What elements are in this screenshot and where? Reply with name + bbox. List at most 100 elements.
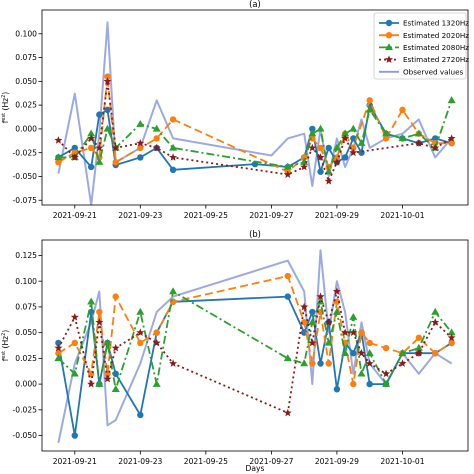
- y-tick-label: 0.025: [15, 354, 37, 363]
- data-point-3: [95, 318, 104, 326]
- data-point-2: [169, 143, 178, 151]
- data-point-2: [54, 354, 63, 362]
- y-axis-label: fest (Hz2): [1, 92, 10, 124]
- data-point-2: [136, 119, 145, 127]
- data-point-3: [414, 349, 423, 357]
- data-point-2: [357, 138, 366, 146]
- data-point-1: [448, 139, 455, 147]
- data-point-3: [316, 153, 325, 161]
- data-point-2: [136, 307, 145, 315]
- data-point-3: [111, 343, 120, 352]
- data-point-2: [283, 162, 292, 170]
- data-point-0: [284, 293, 291, 300]
- data-point-3: [87, 379, 96, 388]
- data-point-3: [365, 359, 374, 367]
- data-point-2: [365, 105, 374, 113]
- x-tick-label: 2021-09-25: [184, 457, 228, 466]
- data-point-0: [366, 380, 373, 388]
- data-point-2: [398, 134, 407, 142]
- series-line-3: [57, 290, 453, 414]
- y-tick-label: 0.025: [15, 101, 37, 110]
- data-point-2: [300, 157, 309, 165]
- data-point-1: [55, 158, 62, 166]
- data-point-2: [95, 379, 104, 387]
- y-tick-label: 0.000: [15, 380, 37, 389]
- x-tick-label: 2021-09-21: [53, 457, 97, 466]
- data-point-3: [316, 292, 325, 300]
- data-point-3: [136, 328, 145, 336]
- data-point-3: [414, 139, 423, 147]
- data-point-3: [332, 158, 341, 166]
- data-point-0: [104, 106, 111, 114]
- data-point-3: [87, 134, 96, 142]
- data-point-1: [309, 360, 316, 367]
- data-point-2: [414, 129, 423, 137]
- x-tick-label: 2021-10-01: [380, 211, 424, 220]
- data-point-2: [95, 157, 104, 165]
- data-point-3: [283, 170, 292, 178]
- axes-frame: [41, 239, 469, 452]
- legend-swatch-marker: [385, 55, 393, 63]
- y-tick-label: -0.075: [13, 196, 38, 205]
- y-tick-label: -0.025: [13, 148, 38, 157]
- data-point-2: [324, 338, 333, 346]
- data-point-1: [87, 144, 95, 152]
- data-point-2: [308, 318, 317, 326]
- data-point-3: [341, 134, 350, 142]
- x-tick-label: 2021-10-01: [380, 457, 424, 466]
- series-line-1: [57, 75, 452, 173]
- data-point-3: [300, 302, 309, 311]
- data-point-3: [357, 349, 366, 357]
- data-point-2: [308, 129, 317, 137]
- data-point-1: [366, 339, 373, 347]
- data-point-0: [137, 411, 144, 419]
- data-point-1: [366, 97, 373, 104]
- data-point-2: [54, 153, 63, 161]
- data-point-2: [283, 354, 292, 362]
- data-point-3: [169, 153, 178, 161]
- y-tick-label: -0.025: [13, 405, 38, 414]
- x-tick-label: 2021-09-25: [184, 211, 228, 220]
- data-point-0: [96, 111, 103, 118]
- data-point-0: [71, 144, 78, 152]
- x-tick-label: 2021-09-29: [315, 211, 359, 220]
- legend-label: Estimated 1320Hz: [403, 19, 469, 28]
- data-point-0: [71, 432, 78, 439]
- y-axis-label: fest (Hz2): [1, 330, 10, 362]
- data-point-3: [332, 287, 341, 295]
- data-point-2: [431, 307, 440, 315]
- x-tick-label: 2021-09-21: [53, 211, 97, 220]
- y-tick-label: 0.125: [15, 251, 37, 260]
- data-point-2: [382, 129, 391, 137]
- series-line-3: [57, 80, 453, 183]
- data-point-2: [398, 349, 407, 356]
- axes-frame: [41, 9, 469, 206]
- y-tick-label: 0.100: [15, 277, 37, 286]
- data-point-2: [414, 343, 423, 351]
- data-point-3: [136, 139, 145, 147]
- series-line-2: [57, 290, 453, 391]
- data-point-3: [447, 134, 456, 142]
- data-point-0: [317, 168, 324, 175]
- data-point-2: [349, 124, 358, 132]
- data-point-2: [332, 307, 341, 315]
- data-point-3: [308, 143, 317, 152]
- legend-swatch-marker: [385, 32, 393, 39]
- data-point-1: [358, 329, 365, 336]
- data-point-2: [103, 124, 112, 132]
- legend: Estimated 1320Hz Estimated 2020Hz Estimate…: [373, 12, 469, 80]
- data-point-0: [137, 154, 144, 161]
- series-line-4: [57, 249, 453, 444]
- data-point-1: [137, 144, 144, 152]
- legend-label: Estimated 2020Hz: [403, 31, 469, 40]
- legend-label: Estimated 2080Hz: [403, 43, 469, 52]
- data-point-0: [309, 308, 316, 316]
- data-point-3: [431, 318, 440, 326]
- data-point-3: [54, 343, 63, 352]
- data-point-0: [325, 144, 332, 152]
- y-tick-label: 0.050: [15, 77, 37, 86]
- data-point-2: [447, 328, 456, 336]
- data-point-2: [324, 167, 333, 175]
- data-point-1: [382, 135, 390, 142]
- data-point-1: [137, 339, 144, 347]
